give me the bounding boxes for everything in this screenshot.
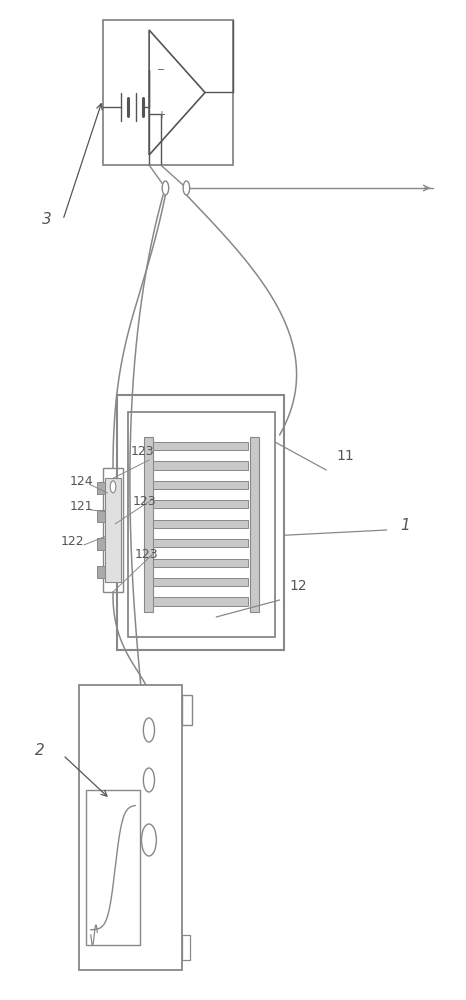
Bar xyxy=(153,461,248,470)
Circle shape xyxy=(110,481,116,493)
Text: 12: 12 xyxy=(289,579,307,593)
Text: 1: 1 xyxy=(401,518,410,533)
Bar xyxy=(153,559,248,567)
Bar xyxy=(153,520,248,528)
Text: 122: 122 xyxy=(61,535,84,548)
Text: 3: 3 xyxy=(42,213,51,228)
Text: 123: 123 xyxy=(130,445,154,458)
Bar xyxy=(103,468,123,592)
Bar xyxy=(97,566,105,578)
Polygon shape xyxy=(149,30,205,155)
Text: 123: 123 xyxy=(133,495,156,508)
Bar xyxy=(153,500,248,508)
Bar xyxy=(79,685,182,970)
Bar xyxy=(153,539,248,547)
Text: 123: 123 xyxy=(135,548,158,561)
Bar xyxy=(128,412,275,637)
Bar xyxy=(116,395,284,650)
Bar xyxy=(153,597,248,606)
Bar xyxy=(153,578,248,586)
Text: 121: 121 xyxy=(70,500,93,513)
Bar xyxy=(97,482,105,494)
Bar xyxy=(250,437,259,612)
Bar xyxy=(153,481,248,489)
Bar xyxy=(97,538,105,550)
Bar xyxy=(182,935,190,960)
Circle shape xyxy=(144,718,155,742)
Bar xyxy=(182,695,192,725)
Bar xyxy=(86,790,140,945)
Text: 11: 11 xyxy=(336,449,354,463)
Text: 124: 124 xyxy=(70,475,93,488)
Text: +: + xyxy=(157,109,165,119)
Circle shape xyxy=(162,181,169,195)
Circle shape xyxy=(144,768,155,792)
Bar xyxy=(153,442,248,450)
Text: −: − xyxy=(157,66,165,76)
Bar xyxy=(105,478,121,582)
Text: 2: 2 xyxy=(35,743,44,758)
Circle shape xyxy=(183,181,190,195)
Bar xyxy=(97,510,105,522)
Bar xyxy=(144,437,153,612)
Bar xyxy=(103,20,233,165)
Circle shape xyxy=(142,824,157,856)
